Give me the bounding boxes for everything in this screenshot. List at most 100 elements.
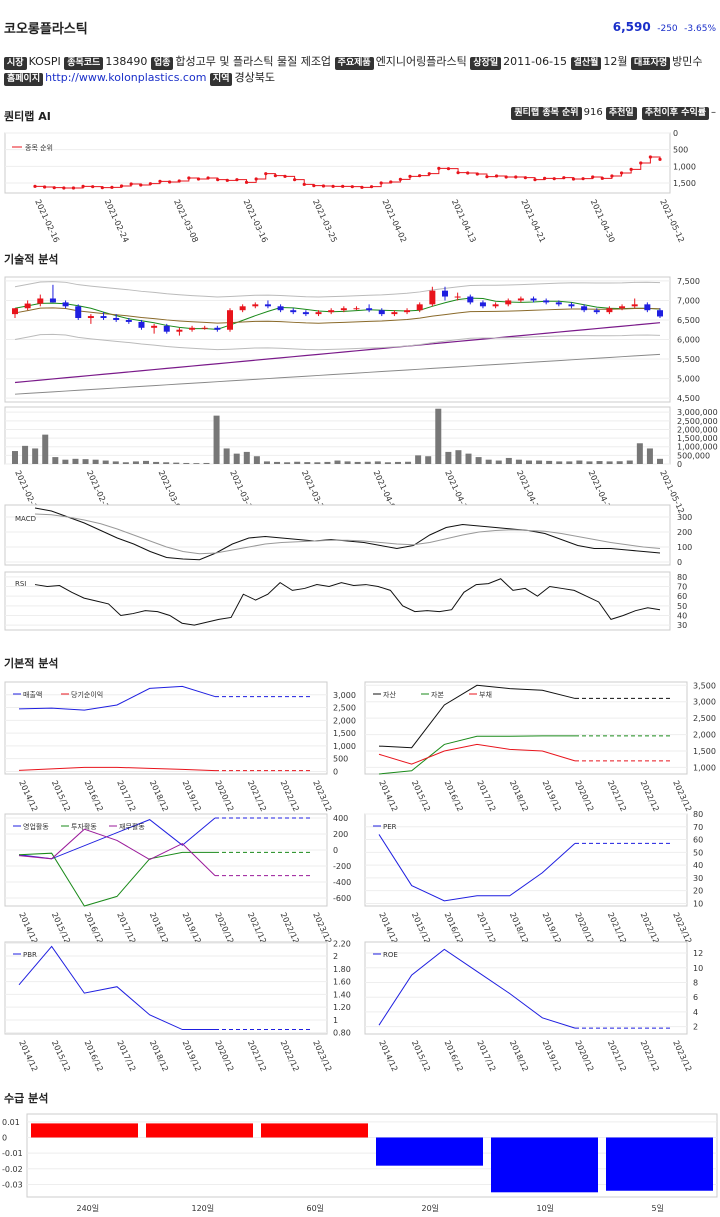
volume-bar [616,461,623,464]
volume-bar [132,461,139,464]
volume-bar [374,461,381,464]
homepage-tag: 홈페이지 [4,73,44,86]
rank-point [196,177,201,181]
x-tick-label: 2015/12 [50,1039,72,1073]
rank-point [379,181,383,185]
y-tick-label: 4,500 [677,394,700,403]
candle-body [442,290,448,297]
candle-body [252,304,259,307]
volume-bar [213,415,220,464]
x-tick-label: 2020/12 [573,1039,595,1073]
fund-chart-pbr: 0.80 1 1.20 1.40 1.60 1.80 2 2.20 PBR 2014/12 2015… [4,939,351,1073]
candle-body [24,303,31,309]
y-tick-label: -0.01 [2,1149,23,1158]
y-tick-label: 2 [693,1023,698,1032]
y-tick-label: 5,500 [677,355,700,364]
volume-bar [485,459,492,464]
supply-bar [146,1123,253,1138]
supply-bar [261,1123,368,1138]
ma-mid [14,307,661,324]
candle-body [138,321,145,328]
volume-bar [193,463,200,464]
rank-point [302,182,306,186]
volume-bar [536,460,543,464]
candle-body [593,310,600,313]
y-tick-label: -0.02 [2,1165,23,1174]
rank-point [71,186,76,190]
volume-bar [52,457,59,464]
candle-body [214,327,221,330]
candle-body [479,302,486,307]
supply-bar [31,1123,138,1138]
y-tick-label: -600 [333,894,351,903]
legend-label: PBR [23,951,37,959]
macd-label: MACD [15,515,36,523]
x-tick-label: 2020/12 [573,779,595,813]
volume-bar [284,462,291,464]
y-tick-label: 2,500,000 [677,417,718,426]
volume-bar [324,461,331,464]
y-tick-label: 2,000,000 [677,425,718,434]
y-tick-label: 300 [677,513,692,522]
rank-point [437,166,441,170]
series-line [378,834,576,902]
section-quant-title: 퀀티랩 AI [4,110,51,123]
macd-line-signal [34,513,661,555]
y-tick-label: 200 [677,528,692,537]
x-tick-label: 2019/12 [541,1039,563,1073]
x-tick-label: 2023/12 [671,779,693,813]
volume-bar [646,448,653,464]
legend-label: 투자활동 [71,822,97,831]
info-row-2: 홈페이지 http://www.kolonplastics.com 지역 경상북도 [4,69,275,87]
rank-point [187,176,191,180]
rank-point [591,175,595,179]
y-tick-label: 60 [677,592,687,601]
rank-point [523,176,527,180]
rank-point [206,176,210,180]
rank-point [139,183,143,187]
y-tick-label: 500,000 [677,451,710,460]
plot-frame [26,1113,718,1198]
y-tick-label: 7,500 [677,277,700,286]
volume-bar [384,462,391,464]
candle-body [644,304,651,311]
volume-bar [435,408,442,464]
volume-bar [22,445,29,464]
macd-chart: 0 100 200 300 MACD [4,504,692,567]
candle-body [555,302,562,305]
rank-point [62,186,66,190]
x-tick-label: 60일 [307,1204,325,1213]
series-line [18,828,216,876]
candle-body [176,329,183,332]
rank-point [293,178,297,182]
y-tick-label: 0 [2,1133,7,1142]
rank-point [504,175,508,179]
rank-point [466,171,470,175]
candle-body [492,304,499,307]
volume-bar [596,461,603,464]
y-tick-label: 1,000 [673,162,696,171]
candle-body [657,310,663,317]
x-tick-label: 2016/12 [83,1039,105,1073]
x-tick-label: 2019/12 [541,779,563,813]
current-price: 6,590 [612,20,651,34]
rank-point [408,174,412,178]
x-tick-label: 2020/12 [213,1039,235,1073]
candle-body [505,300,512,305]
rank-point [158,179,162,183]
candle-body [517,298,524,301]
rank-point [331,184,335,188]
y-tick-label: 3,500 [693,681,716,690]
rank-point [129,182,133,186]
series-line [18,685,216,711]
homepage-link[interactable]: http://www.kolonplastics.com [45,71,207,84]
y-tick-label: 10 [693,899,703,908]
y-tick-label: 1,500,000 [677,434,718,443]
price-change: -250 [657,24,678,34]
legend-label: 자산 [383,690,396,699]
x-tick-label: 2021/12 [606,1039,628,1073]
candle-body [227,310,233,330]
y-tick-label: 500 [333,755,348,764]
y-tick-label: 1,000,000 [677,443,718,452]
